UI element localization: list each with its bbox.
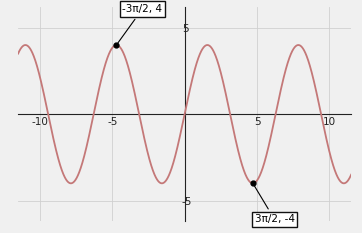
Text: 3π/2, -4: 3π/2, -4 xyxy=(254,186,295,224)
Text: -3π/2, 4: -3π/2, 4 xyxy=(118,4,163,43)
